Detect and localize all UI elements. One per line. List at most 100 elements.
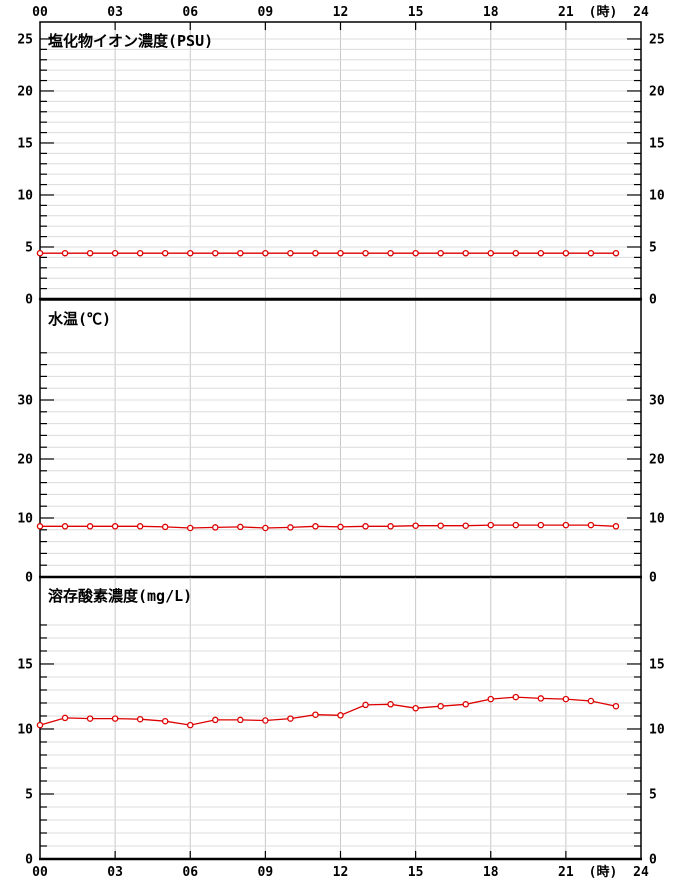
bottom-hour-label: 21	[558, 865, 574, 880]
data-line-water-temperature	[40, 524, 616, 529]
panel-title-dissolved-oxygen: 溶存酸素濃度(mg/L)	[48, 587, 192, 605]
left-y-label: 0	[25, 571, 33, 586]
data-point-marker	[36, 721, 44, 729]
left-y-label: 15	[17, 136, 33, 151]
data-point-marker	[86, 249, 94, 257]
data-point-marker	[487, 695, 494, 703]
data-point-marker	[337, 523, 344, 531]
data-point-marker	[212, 716, 219, 724]
right-y-label: 5	[649, 787, 657, 802]
left-y-label: 25	[17, 32, 33, 47]
data-point-marker	[212, 524, 219, 531]
data-point-marker	[512, 521, 520, 529]
data-point-marker	[237, 523, 244, 531]
data-point-marker	[587, 521, 595, 529]
top-hour-label: 09	[258, 5, 274, 20]
left-y-label: 15	[17, 657, 33, 672]
left-y-label: 20	[17, 453, 33, 468]
data-point-marker	[462, 249, 469, 257]
data-point-marker	[512, 249, 520, 257]
data-point-marker	[562, 695, 570, 703]
data-point-marker	[387, 701, 394, 708]
data-point-marker	[237, 249, 244, 257]
bottom-hour-label: 03	[107, 865, 123, 880]
right-y-label: 0	[649, 293, 657, 308]
data-point-marker	[462, 522, 469, 529]
data-point-marker	[412, 522, 419, 529]
right-y-label: 15	[649, 136, 665, 151]
data-point-marker	[161, 523, 169, 531]
right-y-label: 25	[649, 32, 665, 47]
data-point-marker	[337, 712, 344, 719]
data-point-marker	[312, 249, 319, 257]
left-y-label: 10	[17, 188, 33, 203]
data-point-marker	[111, 249, 119, 257]
data-point-marker	[161, 717, 169, 725]
bottom-hour-label: 24	[633, 865, 649, 880]
left-y-label: 10	[17, 512, 33, 527]
data-point-marker	[562, 521, 570, 529]
bottom-hour-label: 18	[483, 865, 499, 880]
right-y-label: 0	[649, 853, 657, 868]
data-point-marker	[462, 701, 469, 708]
data-point-marker	[136, 249, 144, 257]
panel-water-temperature: 0 0 10 10 20 20 30 30 水温(℃)	[17, 299, 665, 586]
top-hour-label: 21	[558, 5, 574, 20]
data-point-marker	[412, 704, 419, 712]
top-hour-label: 12	[333, 5, 349, 20]
right-y-label: 20	[649, 84, 665, 99]
data-point-marker	[237, 716, 244, 724]
top-hour-label: 06	[182, 5, 198, 20]
top-hour-label: 24	[633, 5, 649, 20]
data-point-marker	[186, 249, 194, 257]
bottom-hour-label: 06	[182, 865, 198, 880]
data-point-marker	[312, 523, 319, 530]
left-y-label: 20	[17, 84, 33, 99]
top-hour-label: 15	[408, 5, 424, 20]
data-point-marker	[262, 717, 269, 724]
data-point-marker	[337, 249, 344, 257]
data-point-marker	[437, 702, 444, 710]
left-y-label: 0	[25, 853, 33, 868]
right-y-label: 10	[649, 722, 665, 737]
panel-title-chloride-ion: 塩化物イオン濃度(PSU)	[48, 32, 213, 50]
data-point-marker	[136, 715, 144, 723]
data-point-marker	[362, 701, 369, 709]
panel-dissolved-oxygen: 0 0 5 5 10 10 15 15 溶存酸素濃度(mg/L)	[17, 576, 665, 868]
right-y-label: 15	[649, 657, 665, 672]
data-point-marker	[587, 697, 595, 705]
data-point-marker	[287, 249, 294, 257]
panel-title-water-temperature: 水温(℃)	[48, 310, 111, 328]
bottom-hour-unit-label: (時)	[589, 864, 618, 880]
data-point-marker	[537, 521, 545, 529]
data-point-marker	[587, 249, 595, 257]
data-point-marker	[512, 693, 520, 701]
right-y-label: 30	[649, 394, 665, 409]
data-point-marker	[362, 249, 369, 257]
data-point-marker	[61, 714, 69, 722]
bottom-hour-label: 12	[333, 865, 349, 880]
data-point-marker	[136, 523, 144, 530]
bottom-hour-label: 15	[408, 865, 424, 880]
data-point-marker	[36, 249, 44, 257]
data-point-marker	[111, 715, 119, 722]
right-y-label: 5	[649, 240, 657, 255]
left-y-label: 10	[17, 722, 33, 737]
data-point-marker	[61, 249, 69, 257]
data-point-marker	[262, 249, 269, 257]
left-y-label: 5	[25, 787, 33, 802]
data-point-marker	[212, 249, 219, 257]
data-point-marker	[161, 249, 169, 257]
bottom-hour-scale: 00 03 06 09 12 15 18 21 24 (時)	[32, 864, 649, 880]
left-y-label: 5	[25, 240, 33, 255]
data-point-marker	[612, 249, 620, 257]
data-point-marker	[612, 702, 620, 710]
left-y-label: 0	[25, 293, 33, 308]
data-point-marker	[487, 249, 494, 257]
data-point-marker	[36, 523, 44, 530]
bottom-hour-label: 09	[258, 865, 274, 880]
data-point-marker	[86, 523, 94, 530]
data-point-marker	[437, 249, 444, 257]
